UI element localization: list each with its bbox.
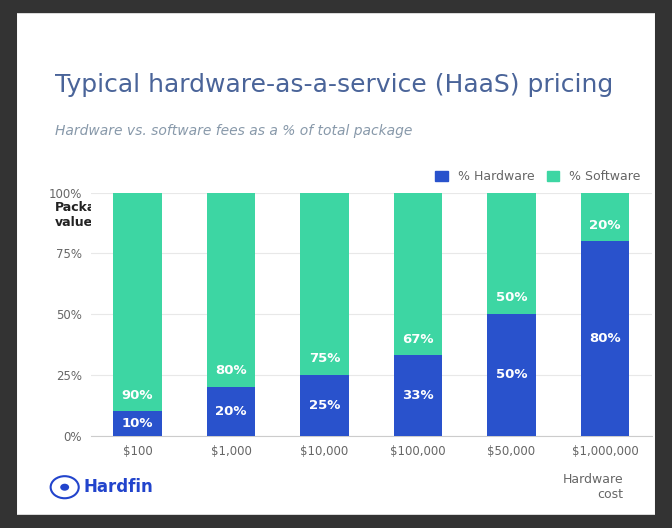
Bar (300, 375, 349, 436)
Bar (394, 193, 442, 355)
Text: 67%: 67% (403, 333, 434, 346)
Text: 20%: 20% (215, 405, 247, 418)
Text: Hardfin: Hardfin (84, 478, 154, 496)
Bar (207, 193, 255, 387)
Bar (207, 387, 255, 436)
Bar (113, 411, 162, 436)
Bar (487, 314, 536, 436)
Text: Package
value: Package value (55, 201, 114, 229)
Text: 20%: 20% (589, 219, 621, 232)
Text: Typical hardware-as-a-service (HaaS) pricing: Typical hardware-as-a-service (HaaS) pri… (55, 73, 614, 97)
Text: Hardware
cost: Hardware cost (562, 473, 623, 501)
Legend: % Hardware, % Software: % Hardware, % Software (430, 165, 646, 188)
Bar (300, 193, 349, 375)
Text: Hardware vs. software fees as a % of total package: Hardware vs. software fees as a % of tot… (55, 124, 413, 138)
FancyBboxPatch shape (17, 13, 655, 515)
Bar (581, 193, 630, 241)
Text: 50%: 50% (496, 291, 528, 305)
Text: 50%: 50% (496, 369, 528, 381)
Bar (581, 241, 630, 436)
Text: 10%: 10% (122, 417, 153, 430)
Bar (113, 193, 162, 411)
Bar (394, 355, 442, 436)
Circle shape (60, 484, 69, 491)
Text: 33%: 33% (403, 389, 434, 402)
Text: 80%: 80% (215, 364, 247, 378)
Text: 80%: 80% (589, 332, 621, 345)
Bar (487, 193, 536, 314)
Text: 25%: 25% (309, 399, 340, 412)
Text: 75%: 75% (309, 352, 340, 365)
Text: 90%: 90% (122, 389, 153, 402)
